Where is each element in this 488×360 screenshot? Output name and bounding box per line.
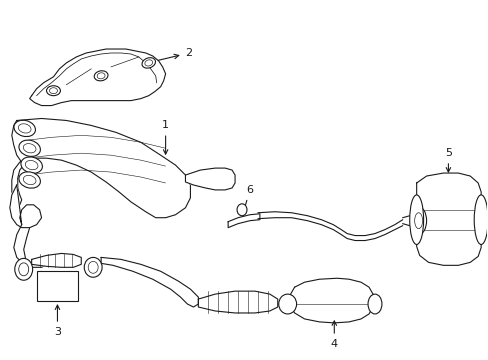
- Ellipse shape: [23, 175, 36, 185]
- Ellipse shape: [19, 263, 29, 276]
- Ellipse shape: [94, 71, 108, 81]
- Bar: [37, 271, 78, 301]
- Polygon shape: [101, 257, 198, 307]
- Ellipse shape: [473, 195, 487, 244]
- Polygon shape: [30, 49, 165, 105]
- Text: 2: 2: [158, 48, 192, 60]
- Polygon shape: [32, 253, 81, 267]
- Polygon shape: [257, 212, 402, 240]
- Ellipse shape: [14, 120, 35, 136]
- Ellipse shape: [414, 213, 422, 229]
- Ellipse shape: [142, 58, 155, 68]
- Ellipse shape: [19, 172, 41, 188]
- Ellipse shape: [15, 258, 33, 280]
- Ellipse shape: [19, 124, 31, 133]
- Ellipse shape: [46, 86, 61, 96]
- Ellipse shape: [25, 161, 38, 170]
- Polygon shape: [10, 185, 41, 228]
- Ellipse shape: [21, 157, 42, 173]
- Ellipse shape: [409, 195, 423, 244]
- Ellipse shape: [410, 207, 426, 235]
- Text: 3: 3: [54, 305, 61, 337]
- Ellipse shape: [367, 294, 381, 314]
- Polygon shape: [12, 118, 190, 218]
- Ellipse shape: [19, 140, 41, 156]
- Polygon shape: [290, 278, 372, 323]
- Polygon shape: [416, 173, 480, 265]
- Ellipse shape: [23, 144, 36, 153]
- Text: 4: 4: [330, 321, 337, 349]
- Polygon shape: [198, 291, 277, 313]
- Polygon shape: [228, 214, 259, 228]
- Text: 6: 6: [242, 185, 253, 213]
- Text: 1: 1: [162, 120, 169, 154]
- Ellipse shape: [84, 257, 102, 277]
- Ellipse shape: [278, 294, 296, 314]
- Polygon shape: [185, 168, 235, 190]
- Text: 5: 5: [444, 148, 451, 172]
- Ellipse shape: [237, 204, 246, 216]
- Ellipse shape: [88, 261, 98, 273]
